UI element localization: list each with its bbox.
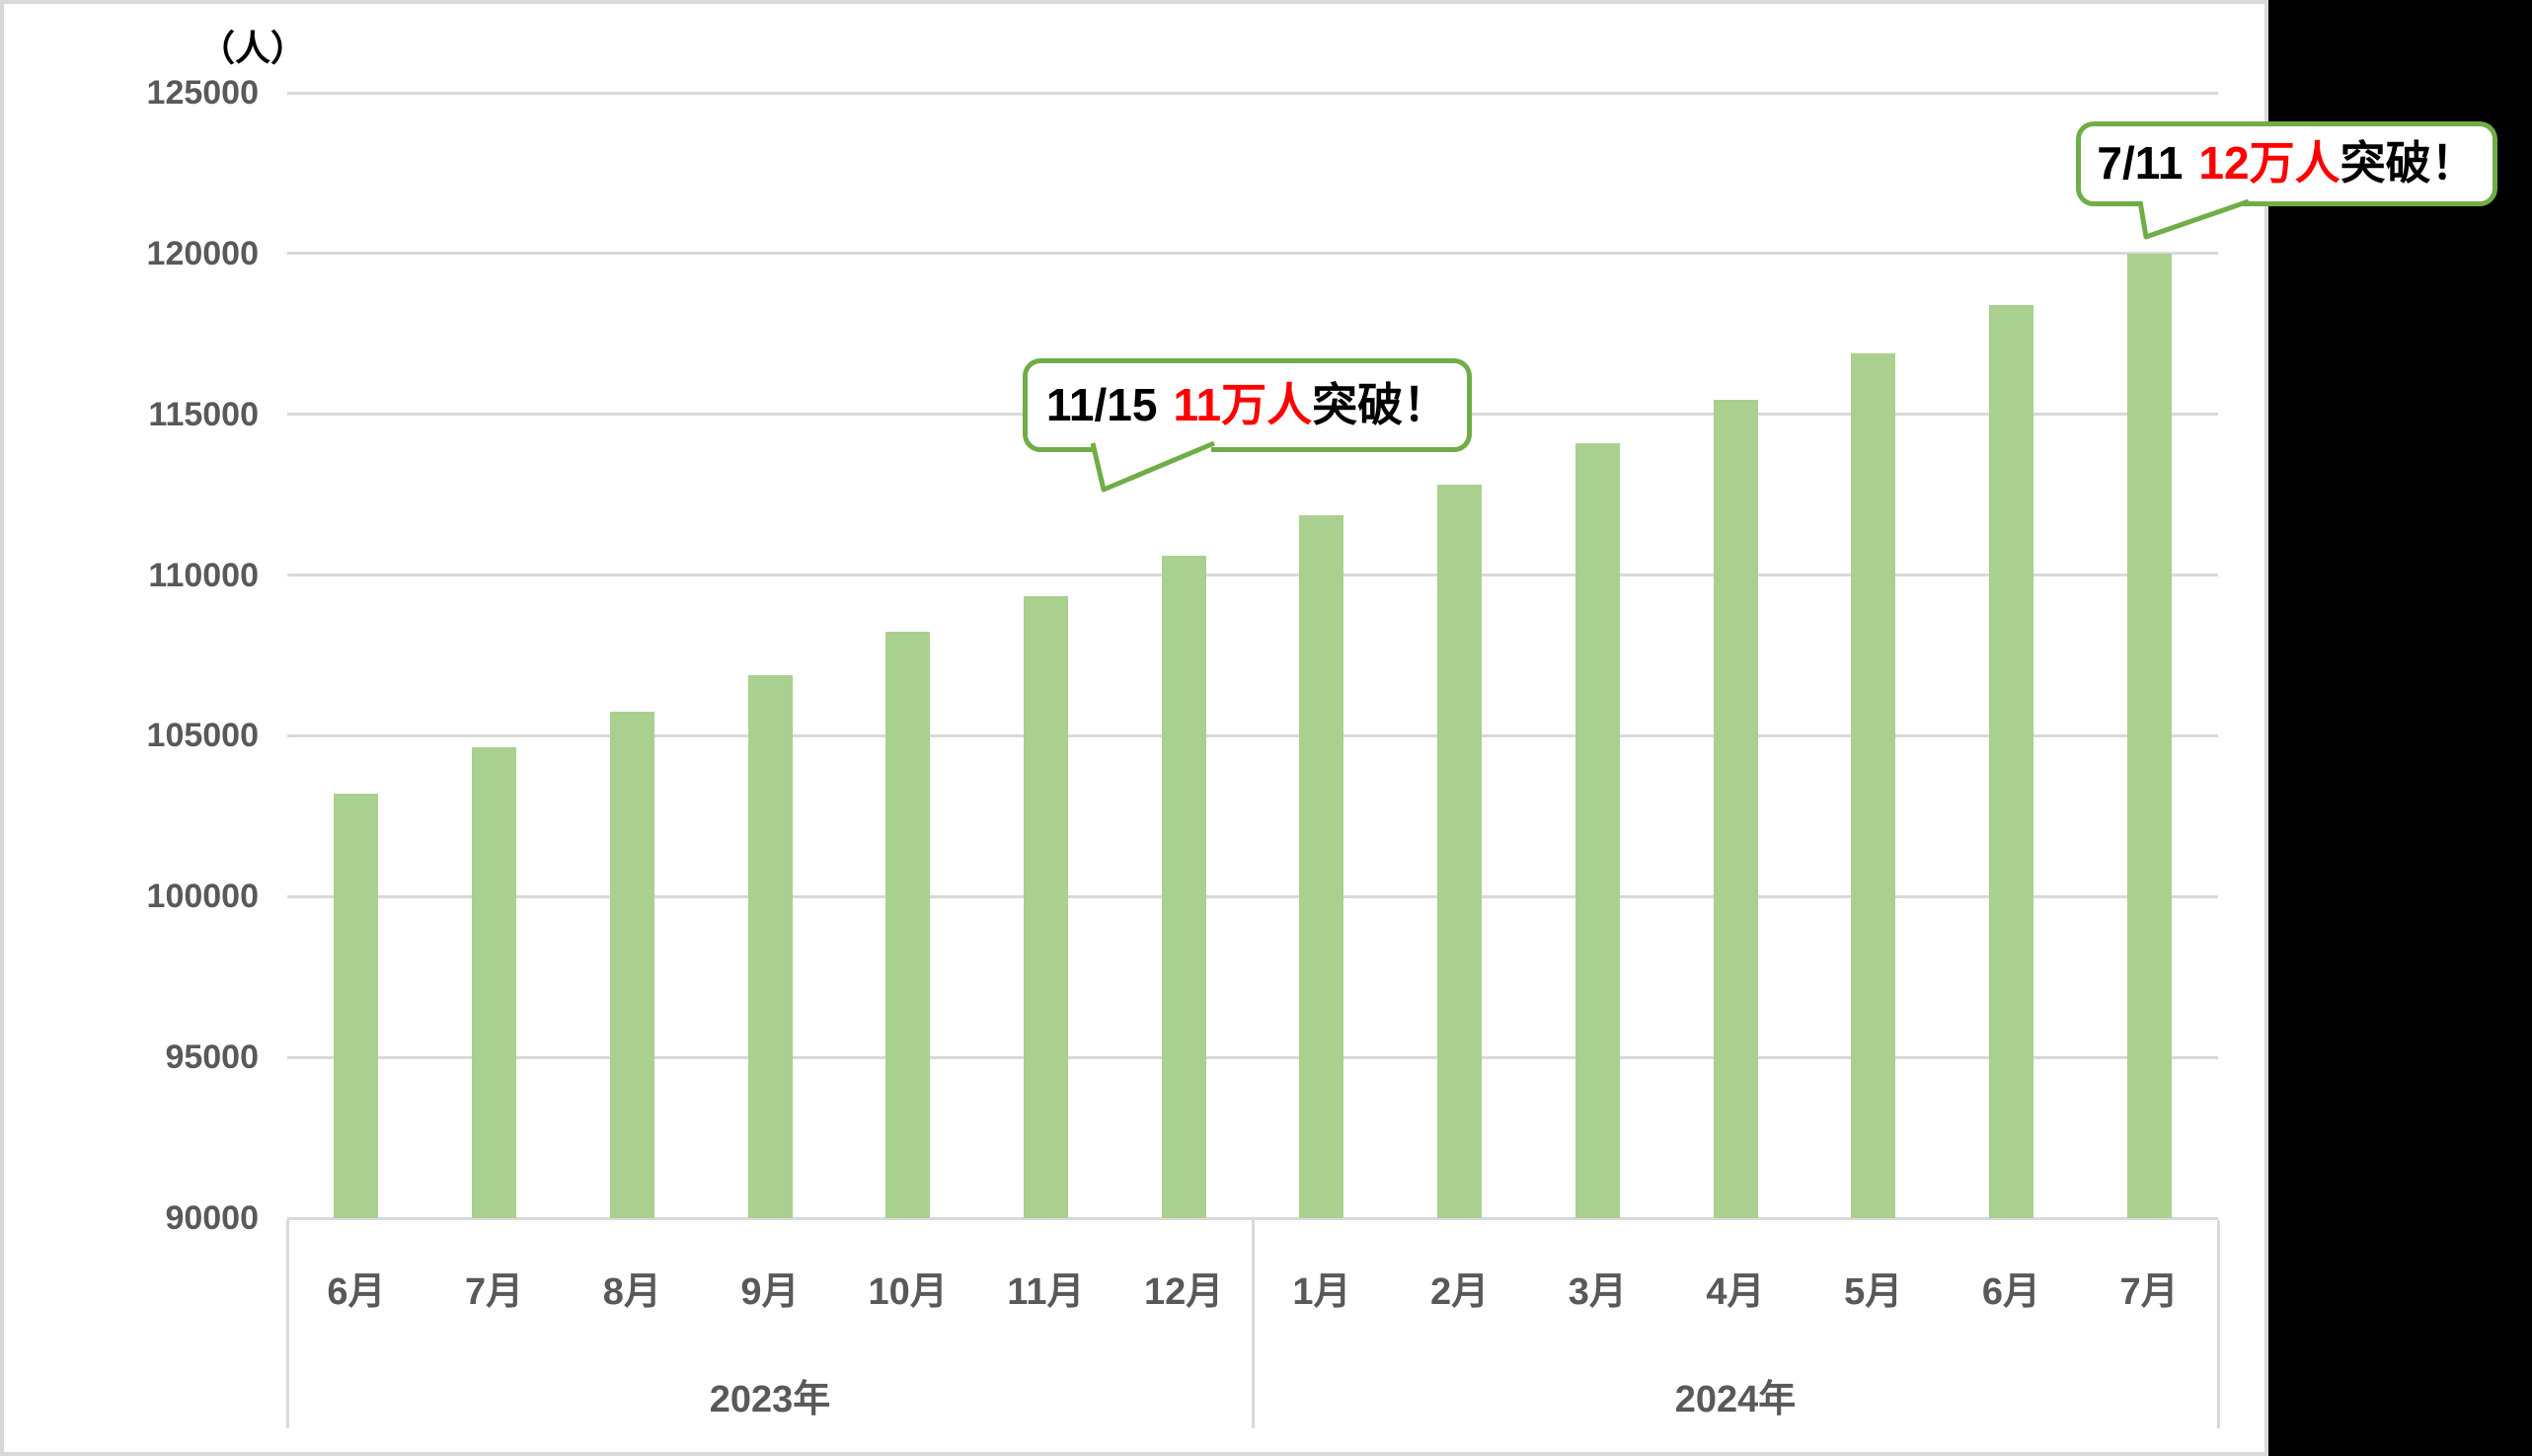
x-axis-month-label: 5月 [1844, 1271, 1903, 1313]
bar [1713, 400, 1758, 1218]
bar [1161, 556, 1206, 1218]
bar [747, 674, 793, 1218]
bar [885, 631, 931, 1218]
annotation-callout-120k: 7/11 12万人突破！ [2076, 121, 2497, 206]
y-axis-tick-label: 120000 [146, 234, 259, 272]
y-axis-tick-label: 90000 [165, 1199, 259, 1237]
x-axis-month-label: 3月 [1568, 1271, 1627, 1313]
category-divider [285, 1220, 289, 1428]
annotation-callout-110k: 11/15 11万人突破！ [1023, 358, 1472, 452]
y-axis-unit-label: （人） [198, 28, 306, 68]
y-axis-tick-label: 115000 [148, 395, 259, 433]
annotation-date: 7/11 [2097, 137, 2184, 189]
gridline [287, 252, 2218, 256]
annotation-date: 11/15 [1045, 379, 1158, 430]
gridline [287, 91, 2218, 95]
category-divider [1251, 1220, 1255, 1428]
y-axis-tick-label: 110000 [148, 556, 259, 594]
callout-tail-icon [1090, 440, 1215, 493]
category-divider [2216, 1220, 2220, 1428]
x-axis-month-label: 7月 [2119, 1271, 2179, 1313]
gridline [287, 894, 2218, 898]
x-axis-year-label: 2023年 [709, 1379, 831, 1420]
gridline [287, 1055, 2218, 1059]
bar [1574, 443, 1620, 1218]
x-axis-month-label: 9月 [740, 1271, 800, 1313]
x-axis-month-label: 4月 [1706, 1271, 1765, 1313]
y-axis-tick-label: 105000 [146, 717, 259, 755]
callout-tail-icon [2137, 197, 2250, 240]
bar [1988, 305, 2033, 1218]
x-axis-month-label: 6月 [327, 1271, 386, 1313]
gridline [287, 574, 2218, 577]
bar [1023, 595, 1068, 1218]
x-axis-month-label: 8月 [602, 1271, 661, 1313]
bar [1851, 352, 1896, 1218]
annotation-milestone: 11万人 [1173, 379, 1313, 430]
x-axis-month-label: 11月 [1007, 1271, 1085, 1313]
bar [2126, 253, 2172, 1218]
x-axis-month-label: 1月 [1292, 1271, 1351, 1313]
annotation-suffix: 突破！ [2340, 137, 2477, 189]
side-black-panel [2268, 0, 2532, 1456]
x-axis-year-label: 2024年 [1674, 1379, 1797, 1420]
x-axis-month-label: 2月 [1430, 1271, 1490, 1313]
bar [609, 712, 654, 1218]
gridline [287, 733, 2218, 737]
x-axis-month-label: 6月 [1981, 1271, 2040, 1313]
bar [472, 746, 517, 1218]
x-axis-month-label: 12月 [1143, 1271, 1224, 1313]
annotation-milestone: 12万人 [2198, 137, 2340, 189]
bar [334, 794, 379, 1218]
gridline [287, 1216, 2218, 1220]
x-axis-month-label: 7月 [465, 1271, 524, 1313]
annotation-suffix: 突破！ [1312, 379, 1449, 430]
plot-area: 90000 95000 100000 105000 110000 115000 120000… [146, 74, 2220, 1428]
x-axis-month-label: 10月 [868, 1271, 948, 1313]
bar [1299, 515, 1344, 1218]
bar [1437, 485, 1483, 1218]
y-axis-tick-label: 95000 [165, 1038, 259, 1077]
y-axis-tick-label: 100000 [146, 878, 259, 916]
y-axis-tick-label: 125000 [146, 74, 259, 112]
